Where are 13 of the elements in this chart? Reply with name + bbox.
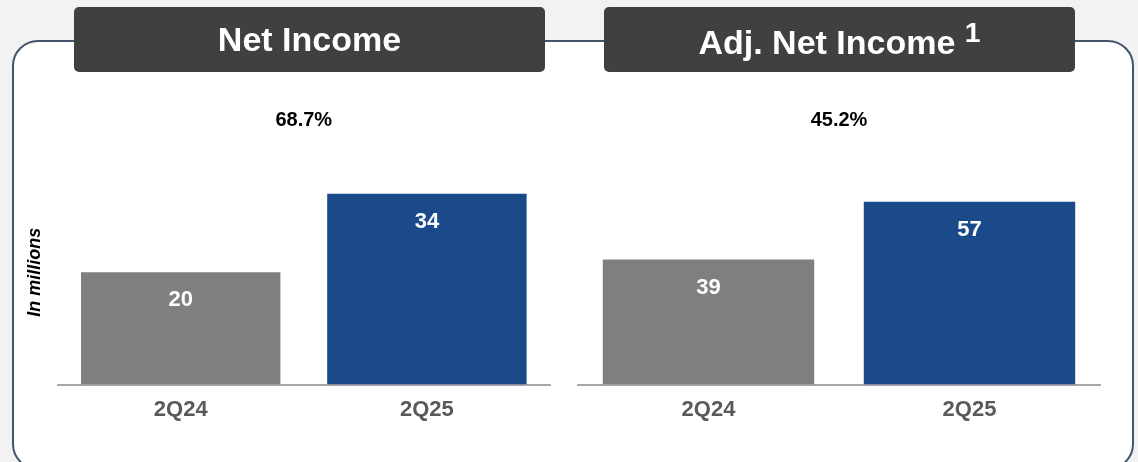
data-label: 57 <box>957 215 982 241</box>
x-tick-label: 2Q25 <box>399 395 454 421</box>
x-tick-label: 2Q24 <box>153 395 209 421</box>
chart-title: Net Income <box>217 20 402 59</box>
x-tick-label: 2Q25 <box>942 395 997 421</box>
y-axis-title: In millions <box>23 227 44 317</box>
data-label: 39 <box>696 273 721 299</box>
text: 68.7% <box>275 107 333 130</box>
data-label: 20 <box>168 286 193 312</box>
data-label: 34 <box>414 207 440 233</box>
chart-title: Adj. Net Income $^{1}$ <box>698 16 981 63</box>
text: 45.2% <box>810 107 868 130</box>
x-tick-label: 2Q24 <box>681 395 737 421</box>
